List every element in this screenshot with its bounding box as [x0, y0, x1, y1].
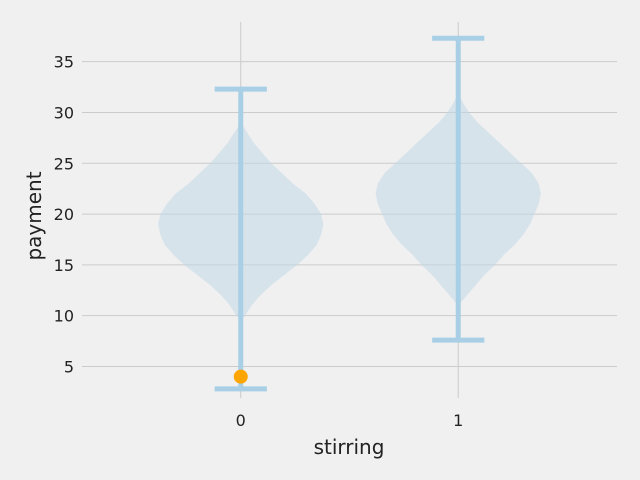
data-marker: [233, 369, 248, 384]
y-tick-label: 15: [54, 256, 74, 275]
x-axis-label: stirring: [314, 435, 385, 459]
y-tick-label: 20: [54, 205, 74, 224]
tick-labels: 5 10 15 20 25 30 35 0 1: [54, 53, 464, 430]
x-tick-label: 0: [236, 411, 246, 430]
markers: [233, 369, 248, 384]
y-tick-label: 25: [54, 154, 74, 173]
y-tick-label: 35: [54, 53, 74, 72]
y-tick-label: 10: [54, 307, 74, 326]
x-tick-label: 1: [453, 411, 463, 430]
y-tick-label: 5: [64, 357, 74, 376]
y-axis-label: payment: [22, 171, 46, 260]
y-tick-label: 30: [54, 103, 74, 122]
violins: [158, 35, 541, 392]
